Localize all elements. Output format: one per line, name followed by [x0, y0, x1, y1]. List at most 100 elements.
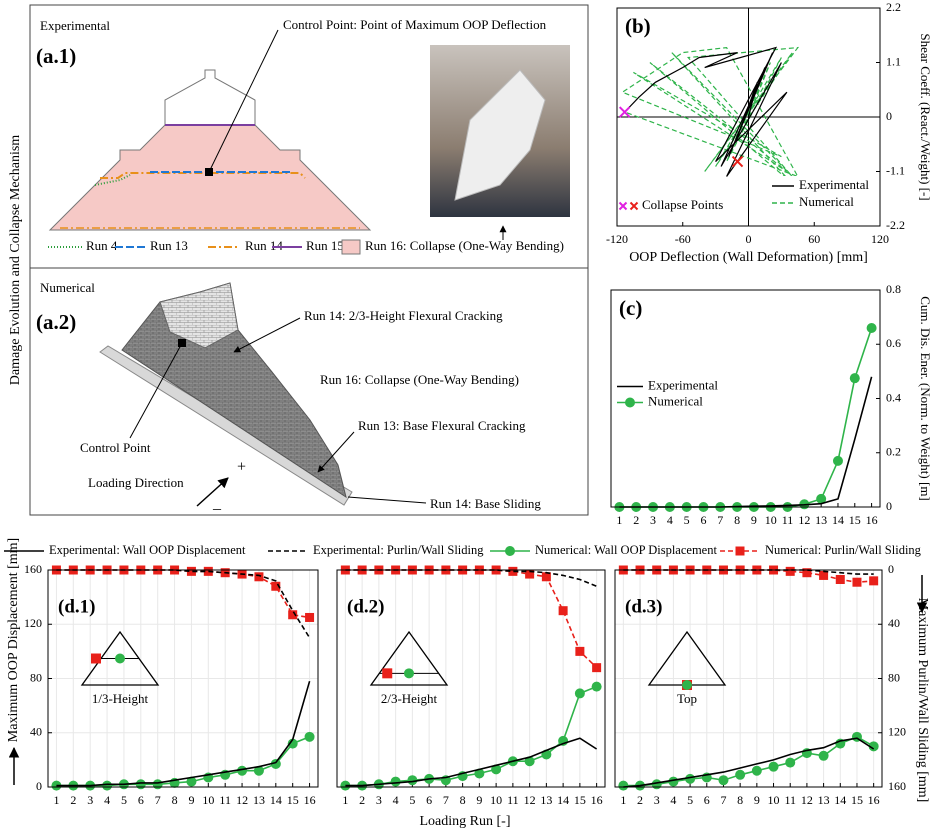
x-tick-label: 1: [620, 793, 626, 807]
legend-label: Experimental: [799, 177, 869, 192]
legend-marker: [505, 546, 515, 556]
marker: [752, 766, 762, 776]
x-tick-label: 3: [376, 793, 382, 807]
x-tick-label: 12: [801, 793, 813, 807]
x-tick-label: 0: [746, 232, 752, 246]
marker: [254, 572, 263, 581]
legend-label: Run 13: [150, 238, 188, 253]
annotation: Control Point: [80, 440, 151, 455]
inset-label: 1/3-Height: [92, 691, 149, 706]
y-tick-label: 80: [888, 670, 900, 684]
marker: [136, 779, 146, 789]
annotation: Run 14: 2/3-Height Flexural Cracking: [304, 308, 503, 323]
legend-label: Run 4: [86, 238, 118, 253]
panel-label: (b): [625, 14, 651, 38]
x-tick-label: 5: [687, 793, 693, 807]
x-tick-label: 3: [654, 793, 660, 807]
y2-axis-label: Maximum Purlin/Wall Sliding [mm]: [915, 598, 930, 803]
x-tick-label: 11: [784, 793, 796, 807]
x-tick-label: 10: [202, 793, 214, 807]
legend-label: Run 16: Collapse (One-Way Bending): [365, 238, 564, 253]
panel-label: (a.1): [36, 44, 76, 68]
y-axis-label: Cum. Dis. Ener. (Norm. to Weight) [m]: [918, 296, 933, 501]
y-tick-label: 0.4: [886, 390, 901, 404]
marker: [592, 682, 602, 692]
x-tick-label: 13: [815, 513, 827, 527]
x-axis-label: OOP Deflection (Wall Deformation) [mm]: [629, 250, 868, 265]
marker: [819, 751, 829, 761]
x-tick-label: 15: [849, 513, 861, 527]
y-tick-label: -2.2: [886, 218, 905, 232]
x-tick-label: 12: [798, 513, 810, 527]
x-tick-label: 9: [754, 793, 760, 807]
x-tick-label: 10: [768, 793, 780, 807]
x-tick-label: 14: [834, 793, 846, 807]
x-tick-label: 5: [409, 793, 415, 807]
x-tick-label: 4: [667, 513, 673, 527]
y-axis-label: Shear Coeff. (React./Weight) [-]: [918, 33, 933, 200]
marker: [102, 781, 112, 791]
legend-swatch: [342, 240, 360, 254]
x-tick-label: 6: [138, 793, 144, 807]
y-tick-label: 0.2: [886, 445, 901, 459]
legend-label: Experimental: Purlin/Wall Sliding: [313, 543, 484, 557]
inset-label: Top: [677, 691, 697, 706]
marker: [852, 578, 861, 587]
x-tick-label: 2: [633, 513, 639, 527]
x-tick-label: 4: [104, 793, 110, 807]
x-tick-label: 11: [219, 793, 231, 807]
x-tick-label: 14: [557, 793, 569, 807]
marker: [833, 456, 843, 466]
x-tick-label: 11: [507, 793, 519, 807]
panel-label: (d.1): [58, 596, 95, 617]
x-tick-label: 13: [540, 793, 552, 807]
control-point: [205, 168, 213, 176]
x-tick-label: 16: [868, 793, 880, 807]
legend-marker: [625, 398, 635, 408]
x-tick-label: 4: [670, 793, 676, 807]
x-tick-label: 6: [704, 793, 710, 807]
x-tick-label: 10: [765, 513, 777, 527]
x-tick-label: 9: [188, 793, 194, 807]
marker: [559, 606, 568, 615]
marker: [786, 567, 795, 576]
x-tick-label: 8: [460, 793, 466, 807]
x-tick-label: 8: [737, 793, 743, 807]
x-tick-label: 4: [393, 793, 399, 807]
inset-label: 2/3-Height: [381, 691, 438, 706]
x-tick-label: 7: [443, 793, 449, 807]
marker: [153, 779, 163, 789]
control-point-label: Control Point: Point of Maximum OOP Defl…: [283, 17, 547, 32]
y-tick-label: 120: [888, 725, 906, 739]
marker: [618, 781, 628, 791]
x-tick-label: 3: [87, 793, 93, 807]
legend-marker: [736, 547, 745, 556]
y-tick-label: 120: [24, 616, 42, 630]
marker: [305, 613, 314, 622]
x-tick-label: 15: [287, 793, 299, 807]
inset-marker: [682, 680, 692, 690]
x-tick-label: 14: [832, 513, 844, 527]
x-tick-label: 16: [304, 793, 316, 807]
panel-heading: Numerical: [40, 280, 95, 295]
y-tick-label: 0: [886, 109, 892, 123]
annotation: Run 16: Collapse (One-Way Bending): [320, 372, 519, 387]
inset-marker: [404, 668, 414, 678]
panel-label: (a.2): [36, 310, 76, 334]
annotation: Loading Direction: [88, 475, 184, 490]
marker: [305, 732, 315, 742]
x-tick-label: 1: [342, 793, 348, 807]
x-tick-label: 15: [574, 793, 586, 807]
panel-label: (d.3): [625, 596, 662, 617]
legend-label: Run 14: [245, 238, 283, 253]
x-tick-label: 3: [650, 513, 656, 527]
x-tick-label: 14: [270, 793, 282, 807]
y-tick-label: -1.1: [886, 163, 905, 177]
legend-label: Numerical: [799, 194, 854, 209]
marker: [718, 775, 728, 785]
inset-marker: [91, 654, 101, 664]
annotation: Run 14: Base Sliding: [430, 496, 541, 511]
x-tick-label: 6: [426, 793, 432, 807]
x-tick-label: 5: [684, 513, 690, 527]
x-tick-label: 5: [121, 793, 127, 807]
